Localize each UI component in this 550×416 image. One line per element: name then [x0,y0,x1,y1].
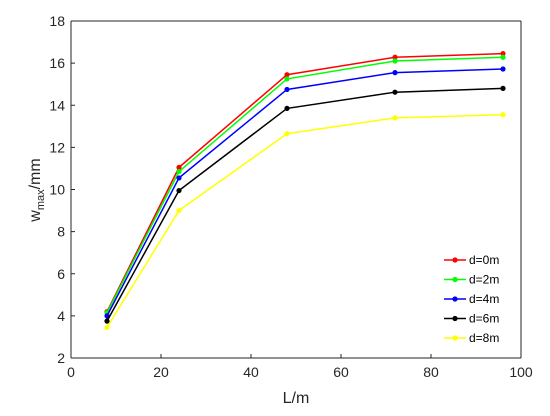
legend-marker-d=2m [452,276,458,283]
data-point-d=0m [284,72,290,78]
legend: d=0m d=2m d=4m d=6m d=8m [438,250,518,348]
y-tick-label: 14 [49,97,65,113]
data-point-d=6m [284,105,290,112]
legend-label: d=8m [469,331,499,345]
y-tick-label: 8 [57,224,65,240]
data-point-d=6m [392,89,398,95]
ticks: 0 20 40 60 80 100 2 4 6 8 10 12 14 16 18 [49,13,532,380]
y-axis-label-subscript: max [35,189,47,210]
legend-marker-d=4m [452,296,458,302]
y-tick-label: 2 [57,350,65,366]
data-point-d=4m [392,70,398,76]
data-point-d=8m [392,115,398,121]
legend-label: d=0m [469,253,499,267]
data-point-d=0m [176,164,182,170]
data-point-d=8m [284,131,290,137]
data-point-d=6m [104,318,110,324]
y-axis-label-unit: /mm [27,158,44,189]
data-point-d=8m [104,324,110,331]
legend-marker-d=6m [452,315,458,322]
y-axis-label: wmax/mm [27,158,47,222]
series-layer [104,51,506,331]
legend-marker-d=8m [452,335,458,341]
data-point-d=0m [392,54,398,60]
legend-marker-d=0m [452,257,458,263]
data-point-d=6m [500,85,506,91]
y-tick-label: 12 [49,139,65,155]
data-point-d=4m [500,66,506,72]
data-point-d=2m [500,54,506,60]
data-point-d=2m [284,76,290,82]
legend-label: d=4m [469,292,499,306]
x-tick-label: 20 [153,364,169,380]
legend-label: d=6m [469,312,499,326]
data-point-d=6m [176,187,182,194]
x-tick-label: 0 [67,364,75,380]
data-point-d=2m [392,58,398,64]
data-point-d=0m [500,51,506,57]
y-axis-label-main: w [27,210,44,223]
data-point-d=8m [176,207,182,214]
x-tick-label: 80 [423,364,439,380]
y-tick-label: 4 [57,308,65,324]
y-tick-label: 6 [57,266,65,282]
data-point-d=2m [176,168,182,175]
data-point-d=4m [104,313,110,319]
y-tick-label: 10 [49,182,65,198]
y-tick-label: 18 [49,13,65,29]
x-tick-label: 100 [509,364,533,380]
x-tick-label: 60 [333,364,349,380]
x-tick-label: 40 [243,364,259,380]
data-point-d=4m [284,86,290,93]
x-axis-label: L/m [283,390,310,407]
data-point-d=8m [500,112,506,118]
legend-label: d=2m [469,273,499,287]
y-tick-label: 16 [49,55,65,71]
data-point-d=4m [176,175,182,181]
